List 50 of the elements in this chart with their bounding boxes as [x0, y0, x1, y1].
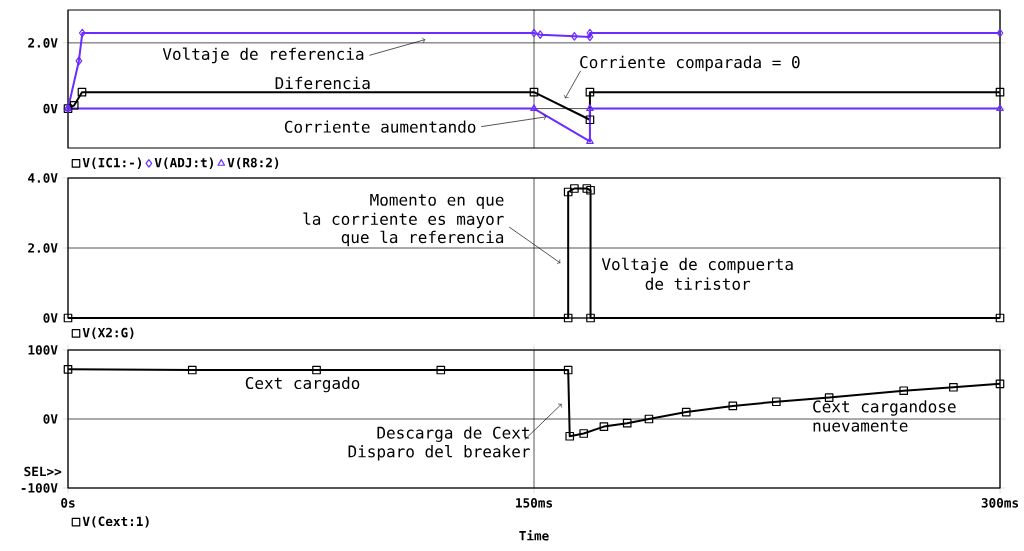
y-tick-label: 100V: [28, 345, 58, 355]
x-tick-label: 0s: [61, 498, 75, 508]
x-tick-label: 300ms: [981, 498, 1019, 508]
point: [995, 87, 1005, 97]
y-tick-label: 2.0V: [28, 243, 58, 253]
annotation: Cext cargandose: [813, 400, 956, 416]
point: [530, 104, 538, 112]
annotation: Corriente comparada = 0: [580, 55, 800, 72]
y-tick-label: 4.0V: [28, 173, 58, 183]
point: [77, 87, 87, 97]
point: [586, 28, 594, 38]
legend-label: V(IC1:-): [82, 157, 142, 169]
point: [75, 56, 83, 66]
y-tick-label: 2.0V: [28, 38, 58, 48]
x-tick-label: 150ms: [516, 498, 553, 508]
point: [78, 28, 86, 38]
annotation: Corriente aumentando: [284, 120, 476, 133]
legend-label: V(X2:G): [82, 327, 134, 339]
annotation: Voltaje de referencia: [162, 47, 364, 64]
x-axis-title: Time: [519, 530, 549, 541]
point: [586, 104, 594, 112]
annotation: nuevamente: [813, 420, 908, 432]
y-tick-label: -100V: [21, 483, 58, 493]
point: [996, 28, 1004, 38]
y-tick-label: 0V: [43, 313, 58, 323]
point: [586, 137, 594, 144]
annotation: Descarga de Cext: [377, 426, 529, 442]
point: [585, 87, 595, 97]
point: [586, 32, 594, 42]
point: [570, 31, 578, 41]
annotation: Voltaje de compuerta: [601, 257, 793, 274]
point: [529, 87, 539, 97]
point: [996, 104, 1004, 112]
legend-label: V(Cext:1): [82, 516, 149, 528]
legend-label: V(ADJ:t): [154, 157, 213, 169]
point: [585, 115, 595, 125]
annotation: Disparo del breaker: [348, 445, 530, 461]
annotation: la corriente es mayor: [303, 212, 504, 229]
legend-label: V(R8:2): [227, 157, 279, 169]
annotation: de tiristor: [645, 277, 751, 290]
annotation: que la referencia: [341, 230, 504, 247]
annotation: Cext cargado: [245, 376, 360, 393]
point: [69, 100, 79, 110]
y-tick-label: 0V: [43, 103, 58, 114]
point: [536, 30, 544, 39]
annotation: Momento en que: [370, 193, 504, 209]
text: SEL>>: [24, 466, 62, 477]
point: [530, 28, 538, 38]
annotation: Diferencia: [275, 76, 370, 90]
y-tick-label: 0V: [43, 414, 58, 424]
